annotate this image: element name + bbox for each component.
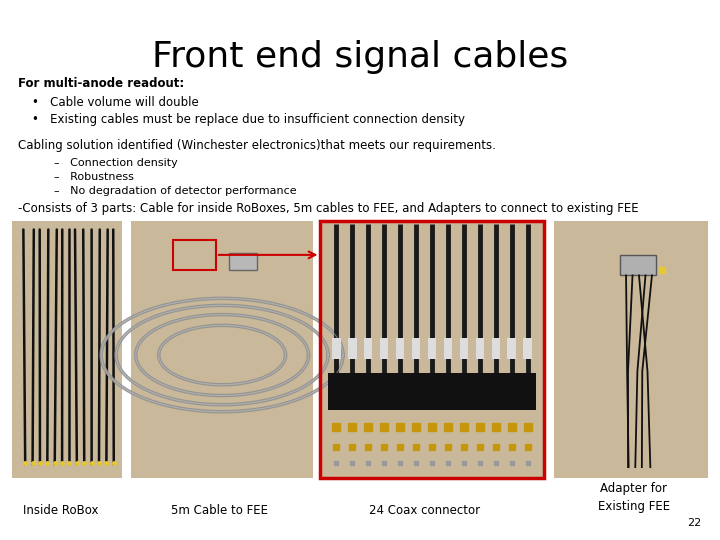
Bar — [328, 373, 536, 410]
Text: •   Cable volume will double: • Cable volume will double — [32, 96, 199, 109]
Bar — [131, 221, 313, 478]
Bar — [428, 338, 436, 359]
Bar — [12, 221, 122, 478]
Text: Cabling solution identified (Winchester electronics)that meets our requirements.: Cabling solution identified (Winchester … — [18, 139, 496, 152]
Bar — [621, 255, 657, 275]
Bar — [412, 338, 420, 359]
Text: –   No degradation of detector performance: – No degradation of detector performance — [54, 186, 297, 196]
Text: Adapter for: Adapter for — [600, 482, 667, 495]
Text: -Consists of 3 parts: Cable for inside RoBoxes, 5m cables to FEE, and Adapters t: -Consists of 3 parts: Cable for inside R… — [18, 202, 639, 215]
Bar — [444, 338, 452, 359]
Bar — [396, 338, 405, 359]
Bar — [320, 221, 544, 478]
Text: 22: 22 — [687, 518, 701, 528]
Bar — [508, 338, 516, 359]
Bar — [475, 338, 484, 359]
Text: 5m Cable to FEE: 5m Cable to FEE — [171, 504, 268, 517]
Text: Front end signal cables: Front end signal cables — [152, 40, 568, 73]
Bar — [229, 253, 256, 270]
Bar — [320, 221, 544, 478]
Text: Inside RoBox: Inside RoBox — [24, 504, 99, 517]
Bar — [523, 338, 532, 359]
Bar — [492, 338, 500, 359]
Bar — [332, 338, 341, 359]
Bar — [554, 221, 708, 478]
Bar — [459, 338, 468, 359]
Bar — [173, 240, 216, 270]
Text: •   Existing cables must be replace due to insufficient connection density: • Existing cables must be replace due to… — [32, 113, 465, 126]
Bar — [348, 338, 356, 359]
Bar — [364, 338, 372, 359]
Text: –   Robustness: – Robustness — [54, 172, 134, 182]
Text: Existing FEE: Existing FEE — [598, 500, 670, 513]
Text: –   Connection density: – Connection density — [54, 158, 178, 168]
Text: 24 Coax connector: 24 Coax connector — [369, 504, 480, 517]
Bar — [380, 338, 389, 359]
Text: For multi-anode readout:: For multi-anode readout: — [18, 77, 184, 90]
